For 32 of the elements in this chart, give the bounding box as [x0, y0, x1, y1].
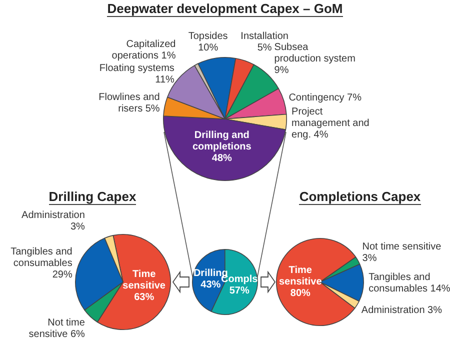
data-label: 5% — [257, 42, 272, 54]
slice-label: Administration 3% — [361, 305, 442, 316]
data-label: 48% — [212, 152, 232, 164]
slice-label: Drilling and completions — [192, 130, 252, 152]
chart-title: Drilling Capex — [48, 189, 136, 205]
chart-title: Deepwater development Capex – GoM — [107, 1, 343, 17]
data-label: 9% — [274, 65, 289, 76]
slice-label: Contingency 7% — [288, 92, 362, 104]
slice-label: Floating systems — [99, 62, 174, 74]
data-label: 3% — [70, 221, 86, 232]
data-label: 63% — [134, 292, 154, 304]
slice-label: Project management and eng. 4% — [292, 106, 370, 140]
data-label: 43% — [200, 279, 221, 290]
slice-label: Tangibles and consumables — [10, 246, 72, 269]
slice-label: Not time sensitive 6% — [28, 318, 86, 340]
slice-label: Installation — [240, 30, 288, 42]
data-label: 80% — [290, 288, 310, 299]
slice-label: Capitalized operations 1% — [112, 38, 176, 62]
data-label: 29% — [52, 269, 72, 280]
data-label: 10% — [198, 42, 218, 54]
slice-label: Administration — [22, 210, 85, 221]
slice-label: Not time sensitive — [362, 241, 442, 252]
data-label: 11% — [155, 74, 175, 86]
data-label: 3% — [362, 252, 377, 264]
slice-label: Tangibles and consumables 14% — [368, 272, 450, 295]
slice-label: Time sensitive — [278, 264, 322, 288]
slice-label: Flowlines and risers 5% — [98, 92, 160, 115]
chart-title: Completions Capex — [299, 189, 421, 205]
slice-label: Topsides — [188, 30, 228, 42]
slice-label: Subsea production system — [274, 42, 356, 65]
data-label: 57% — [229, 286, 250, 297]
legend-label: Time sensitive — [122, 269, 166, 292]
